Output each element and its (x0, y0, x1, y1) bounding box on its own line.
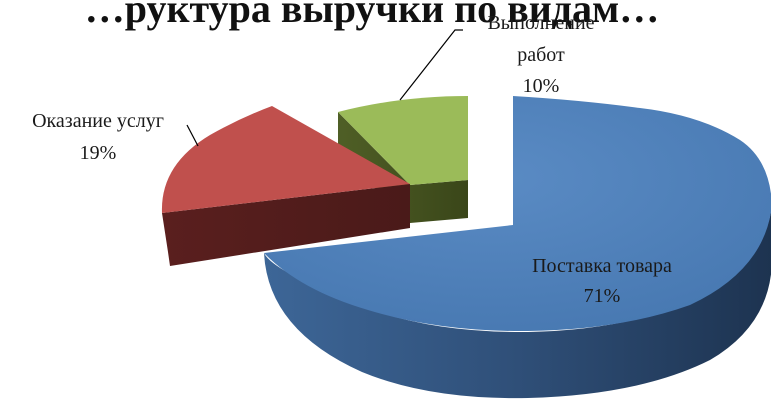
slice-postavka-tovara-top (264, 96, 771, 332)
slice-postavka-tovara-side (264, 211, 771, 399)
label-postavka-tovara-pct: 71% (584, 285, 621, 307)
slice-okazanie-uslug (161, 106, 410, 266)
chart-title: …руктура выручки по видам… (85, 0, 660, 31)
leader-line-vypolnenie-rabot (399, 29, 463, 101)
slice-okazanie-uslug-top (161, 106, 410, 213)
slice-vypolnenie-rabot-side (338, 112, 468, 223)
slice-vypolnenie-rabot (338, 96, 468, 223)
label-okazanie-uslug-pct: 19% (80, 142, 117, 164)
label-okazanie-uslug-name: Оказание услуг (32, 110, 164, 132)
label-vypolnenie-rabot-name-line1: Выполнение (487, 12, 594, 34)
slice-vypolnenie-rabot-top (338, 96, 468, 185)
slice-okazanie-uslug-side (162, 184, 410, 266)
label-vypolnenie-rabot-name-line2: работ (517, 44, 565, 66)
label-vypolnenie-rabot-pct: 10% (523, 75, 560, 97)
label-postavka-tovara-name: Поставка товара (532, 255, 672, 277)
slice-postavka-tovara (264, 96, 771, 399)
leader-line-okazanie-uslug (186, 124, 199, 147)
